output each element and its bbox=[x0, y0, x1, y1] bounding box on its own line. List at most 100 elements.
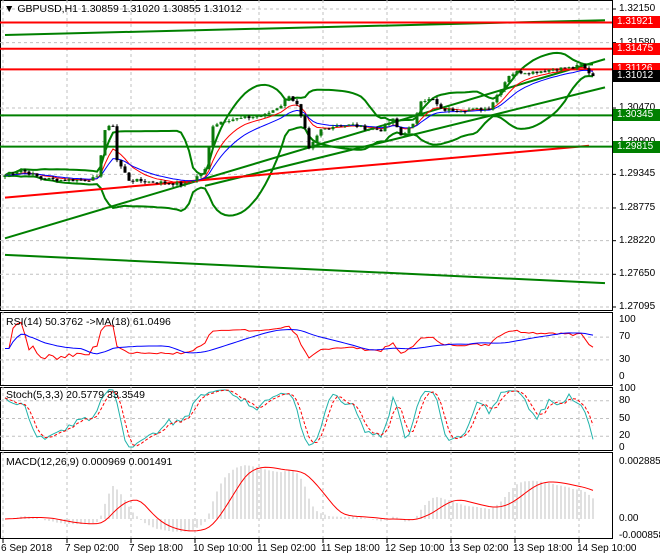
candle-body bbox=[339, 125, 343, 127]
candle-body bbox=[315, 135, 319, 142]
candle-body bbox=[63, 179, 67, 181]
candle-body bbox=[259, 115, 263, 117]
candle-body bbox=[475, 108, 479, 110]
candle-body bbox=[47, 177, 51, 180]
candle-body bbox=[343, 125, 347, 127]
low-value: 1.30855 bbox=[162, 3, 201, 15]
time-label: 6 Sep 2018 bbox=[1, 543, 53, 554]
candle-body bbox=[275, 108, 279, 111]
candle-body bbox=[83, 180, 87, 182]
candle-body bbox=[379, 129, 383, 132]
time-label: 13 Sep 18:00 bbox=[513, 543, 573, 554]
candle-body bbox=[183, 183, 187, 186]
candle-body bbox=[443, 108, 447, 111]
candle-body bbox=[395, 118, 399, 128]
candle-body bbox=[59, 179, 63, 182]
close-value: 1.31012 bbox=[203, 3, 242, 15]
candle-body bbox=[307, 128, 311, 149]
candle-body bbox=[91, 177, 95, 181]
candle-body bbox=[111, 125, 115, 127]
candle-body bbox=[227, 121, 231, 123]
candle-body bbox=[487, 108, 491, 110]
candle-body bbox=[267, 112, 271, 114]
candle-body bbox=[143, 181, 147, 183]
pane-frame-1 bbox=[0, 312, 613, 386]
candle-body bbox=[367, 129, 371, 131]
stoch-axis-label: 50 bbox=[619, 412, 631, 424]
candle-body bbox=[471, 108, 475, 110]
candle-body bbox=[319, 129, 323, 136]
candle-body bbox=[399, 127, 403, 136]
candle-body bbox=[563, 67, 567, 69]
candle-body bbox=[363, 125, 367, 130]
candle-body bbox=[391, 118, 395, 124]
candle-body bbox=[435, 99, 439, 105]
candle-body bbox=[99, 155, 103, 177]
level-price-label: 1.30345 bbox=[613, 109, 660, 122]
stoch-main-line bbox=[4, 389, 594, 448]
candle-body bbox=[67, 179, 71, 181]
candle-body bbox=[291, 96, 295, 101]
candle-body bbox=[571, 67, 575, 69]
candle-body bbox=[7, 173, 11, 176]
candle-body bbox=[527, 73, 531, 75]
candle-body bbox=[131, 180, 135, 182]
candle-body bbox=[375, 128, 379, 130]
candle-body bbox=[135, 178, 139, 182]
candle-body bbox=[371, 128, 375, 130]
candle-body bbox=[87, 180, 91, 182]
time-label: 13 Sep 02:00 bbox=[449, 543, 509, 554]
candle-body bbox=[511, 74, 515, 76]
candle-body bbox=[119, 160, 123, 167]
candle-body bbox=[3, 175, 7, 178]
candle-body bbox=[287, 96, 291, 100]
rsi-line bbox=[5, 321, 594, 361]
candle-body bbox=[103, 130, 107, 156]
candle-body bbox=[139, 178, 143, 182]
stoch-axis-label: 0 bbox=[619, 442, 625, 453]
rsi-axis-label: 100 bbox=[619, 314, 636, 325]
symbol-header: ▼ GBPUSD,H1 1.30859 1.31020 1.30855 1.31… bbox=[4, 3, 242, 15]
candle-body bbox=[583, 64, 587, 69]
candle-body bbox=[419, 101, 423, 114]
candle-body bbox=[147, 181, 151, 183]
stoch-axis-label: 80 bbox=[619, 394, 631, 406]
candle-body bbox=[115, 126, 119, 161]
stoch-axis-label: 20 bbox=[619, 430, 631, 442]
candle-body bbox=[539, 71, 543, 73]
candle-body bbox=[23, 170, 27, 172]
candle-body bbox=[515, 71, 519, 75]
trendline bbox=[4, 253, 606, 285]
candle-body bbox=[423, 101, 427, 103]
candle-body bbox=[359, 125, 363, 127]
time-label: 7 Sep 02:00 bbox=[65, 543, 119, 554]
candle-body bbox=[587, 68, 591, 74]
candle-body bbox=[199, 173, 203, 177]
level-price-label: 1.31475 bbox=[613, 42, 660, 55]
time-label: 12 Sep 10:00 bbox=[385, 543, 445, 554]
candle-body bbox=[491, 102, 495, 110]
current-price-label: 1.31012 bbox=[613, 70, 660, 83]
macd-signal-line bbox=[4, 466, 594, 532]
level-price-label: 1.31921 bbox=[613, 16, 660, 29]
candle-body bbox=[535, 71, 539, 73]
stoch-signal-line bbox=[4, 389, 594, 447]
candle-body bbox=[211, 126, 215, 147]
pane-frame-0 bbox=[0, 0, 613, 311]
collapse-triangle-icon[interactable]: ▼ bbox=[4, 3, 15, 15]
candle-body bbox=[543, 71, 547, 73]
time-label: 11 Sep 02:00 bbox=[257, 543, 316, 554]
candle-body bbox=[247, 116, 251, 119]
macd-label: MACD(12,26,9) 0.000969 0.001491 bbox=[6, 456, 173, 468]
candle-body bbox=[351, 124, 355, 126]
time-label: 10 Sep 10:00 bbox=[193, 543, 253, 554]
candle-body bbox=[295, 100, 299, 105]
bollinger-upper bbox=[4, 51, 594, 177]
price-axis-label: 1.27650 bbox=[619, 268, 656, 280]
stoch-label: Stoch(5,3,3) 20.5779 33.3549 bbox=[6, 389, 145, 401]
time-label: 11 Sep 18:00 bbox=[321, 543, 380, 554]
time-label: 7 Sep 18:00 bbox=[129, 543, 183, 554]
trendline bbox=[204, 86, 606, 187]
